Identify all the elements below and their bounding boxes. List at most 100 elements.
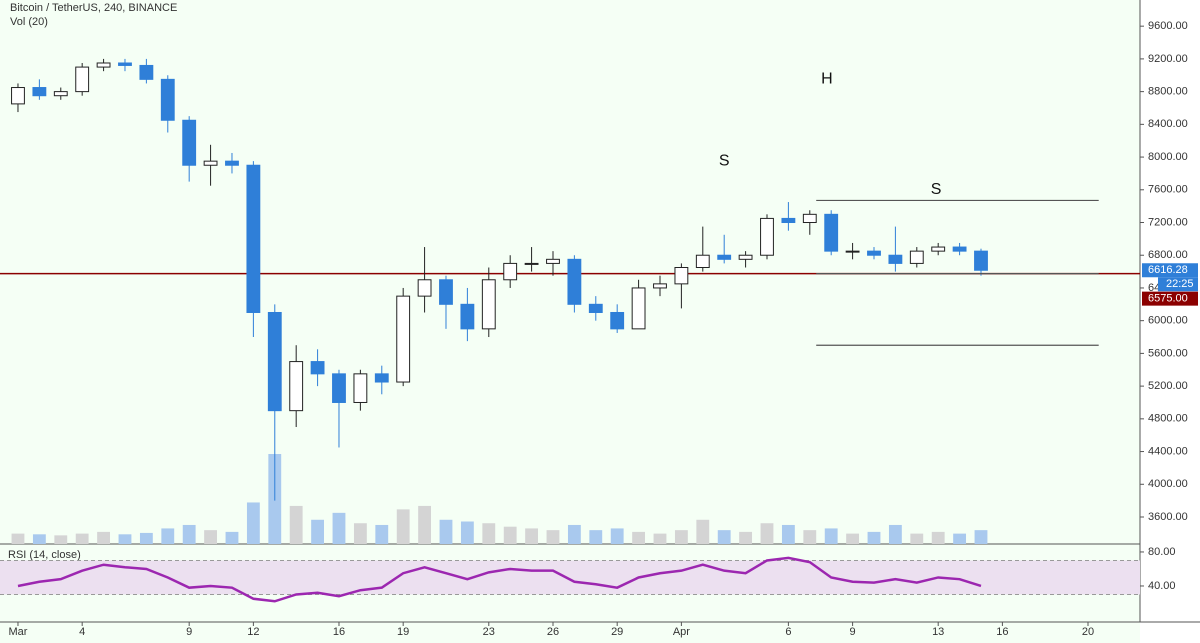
countdown-box [1158, 277, 1198, 292]
x-tick-label: 19 [397, 626, 409, 638]
volume-bar [931, 531, 945, 544]
candle-body [610, 311, 625, 330]
pattern-label: H [821, 71, 833, 88]
candle-body [717, 254, 732, 260]
candle-body [396, 295, 411, 383]
y-tick-label: 4000.00 [1148, 478, 1188, 490]
candle-body [160, 78, 175, 121]
volume-bar [824, 528, 838, 544]
volume-bar [717, 530, 731, 544]
candle-body [845, 250, 860, 253]
volume-bar [888, 524, 902, 544]
candle-body [53, 91, 68, 97]
candle-body [374, 373, 389, 383]
x-tick-label: 20 [1082, 626, 1094, 638]
volume-bar [953, 533, 967, 544]
chart-title: Bitcoin / TetherUS, 240, BINANCE [10, 2, 177, 14]
y-tick-label: 9600.00 [1148, 20, 1188, 32]
volume-bar [246, 502, 260, 544]
y-tick-label: 8000.00 [1148, 151, 1188, 163]
volume-bar [632, 531, 646, 544]
y-tick-label: 8400.00 [1148, 118, 1188, 130]
candle-body [96, 62, 111, 68]
volume-bar [674, 530, 688, 544]
candle-body [674, 267, 689, 285]
candle-body [524, 262, 539, 265]
volume-bar [418, 505, 432, 544]
candle-body [802, 213, 817, 224]
volume-bar [589, 530, 603, 544]
candle-body [460, 303, 475, 330]
y-tick-label: 5200.00 [1148, 380, 1188, 392]
x-tick-label: 16 [333, 626, 345, 638]
volume-bar [739, 531, 753, 544]
x-tick-label: 12 [247, 626, 259, 638]
y-tick-label: 8800.00 [1148, 86, 1188, 98]
y-tick-label: 4400.00 [1148, 445, 1188, 457]
x-tick-label: 9 [850, 626, 856, 638]
candle-body [695, 254, 710, 269]
pattern-label: S [931, 181, 942, 198]
volume-bar [396, 509, 410, 544]
volume-bar [846, 533, 860, 544]
y-tick-label: 7200.00 [1148, 216, 1188, 228]
candle-body [246, 164, 261, 313]
y-tick-label: 6800.00 [1148, 249, 1188, 261]
volume-bar [696, 519, 710, 544]
candle-body [417, 279, 432, 297]
rsi-band [0, 560, 1140, 595]
x-tick-label: Mar [8, 626, 27, 638]
volume-bar [32, 534, 46, 544]
volume-bar [353, 523, 367, 544]
candle-body [289, 361, 304, 412]
volume-bar [375, 524, 389, 544]
volume-bar [332, 512, 346, 544]
candle-body [631, 287, 646, 330]
volume-label: Vol (20) [10, 16, 48, 28]
volume-bar [525, 528, 539, 544]
candle-body [353, 373, 368, 403]
level-label: 6575.00 [1148, 293, 1188, 305]
pattern-label: S [719, 152, 730, 169]
y-tick-label: 5600.00 [1148, 347, 1188, 359]
candle-body [738, 254, 753, 260]
x-tick-label: 23 [483, 626, 495, 638]
candle-body [781, 217, 796, 224]
volume-bar [225, 531, 239, 544]
candle-body [824, 213, 839, 252]
volume-bar [910, 533, 924, 544]
candle-body [203, 160, 218, 166]
candle-body [118, 62, 132, 66]
volume-bar [75, 533, 89, 544]
candle-body [439, 279, 453, 305]
candle-body [481, 279, 496, 330]
candle-body [888, 254, 903, 264]
candle-body [75, 66, 90, 93]
y-tick-label: 6000.00 [1148, 315, 1188, 327]
candle-body [567, 258, 582, 305]
volume-bar [161, 528, 175, 544]
candle-body [588, 303, 603, 313]
volume-bar [974, 530, 988, 544]
volume-bar [204, 530, 218, 544]
volume-bar [311, 519, 325, 544]
x-tick-label: 13 [932, 626, 944, 638]
volume-bar [546, 530, 560, 544]
volume-bar [567, 524, 581, 544]
candle-body [332, 373, 346, 403]
candle-body [225, 160, 239, 166]
volume-bar [11, 533, 25, 544]
volume-bar [610, 528, 624, 544]
volume-bar [867, 531, 881, 544]
volume-bar [97, 531, 110, 544]
y-tick-label: 7600.00 [1148, 184, 1188, 196]
candle-body [182, 119, 197, 166]
x-tick-label: 6 [785, 626, 791, 638]
x-tick-label: 26 [547, 626, 559, 638]
candle-body [974, 250, 988, 271]
y-tick-label: 4800.00 [1148, 413, 1188, 425]
last-price-box [1142, 263, 1198, 278]
candle-body [653, 283, 667, 289]
x-tick-label: 4 [79, 626, 85, 638]
